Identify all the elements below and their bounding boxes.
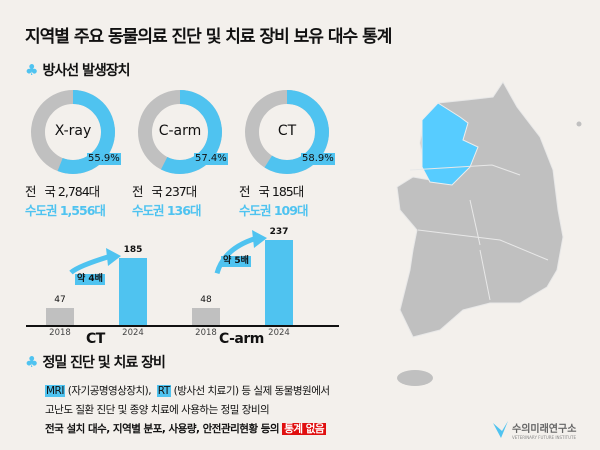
section-precision: ♣ 정밀 진단 및 치료 장비	[25, 352, 166, 372]
page-title: 지역별 주요 동물의료 진단 및 치료 장비 보유 대수 통계	[25, 27, 392, 47]
rt-desc: (방사선 치료기) 등 실제 동물병원에서	[173, 385, 330, 397]
map-capital-region	[421, 102, 479, 186]
donut-label: C-arm	[158, 123, 202, 139]
growth-badge: 약 4배	[75, 274, 105, 286]
donut-chart	[245, 90, 329, 174]
logo: 수의미래연구소 VETERINARY FUTURE INSTITUTE	[493, 420, 576, 440]
section-radiation: ♣ 방사선 발생장치	[25, 60, 131, 80]
baseline	[26, 325, 339, 327]
bar-year: 2018	[49, 328, 71, 338]
bar-value: 47	[54, 295, 66, 306]
donut-capital-share	[138, 90, 222, 174]
capital-count: 수도권 109대	[239, 203, 308, 218]
mri-highlight: MRI	[45, 385, 65, 397]
logo-sub: VETERINARY FUTURE INSTITUTE	[512, 435, 577, 440]
donut-label: CT	[277, 123, 297, 139]
national-count: 전 국 185대	[239, 184, 304, 199]
map-jeju	[397, 370, 433, 386]
logo-icon	[493, 421, 508, 438]
club-icon: ♣	[25, 61, 38, 79]
body-line-2: 고난도 질환 진단 및 종양 치료에 사용하는 정밀 장비의	[45, 404, 270, 416]
bar-2018	[46, 308, 74, 325]
club-icon: ♣	[25, 353, 38, 371]
mri-desc: (자기공명영상장치),	[67, 385, 152, 397]
section-title: 방사선 발생장치	[42, 63, 130, 79]
growth-badge: 약 5배	[221, 255, 251, 267]
donut-capital-share	[31, 90, 115, 174]
capital-count: 수도권 1,556대	[25, 203, 106, 218]
national-count: 전 국 237대	[132, 184, 197, 199]
bar-group-label: C-arm	[219, 331, 264, 347]
logo-name: 수의미래연구소	[512, 424, 577, 435]
growth-arrow	[214, 229, 267, 274]
bar-year: 2024	[122, 328, 144, 338]
rt-highlight: RT	[156, 385, 171, 397]
national-count: 전 국 2,784대	[25, 184, 100, 199]
map-dokdo	[576, 121, 582, 127]
bar-year: 2018	[195, 328, 217, 338]
bar-group-label: CT	[86, 331, 105, 347]
donut-percent: 55.9%	[87, 153, 121, 165]
bar-value: 48	[200, 294, 212, 305]
section-title: 정밀 진단 및 치료 장비	[42, 355, 165, 371]
bar-2018	[192, 307, 220, 325]
donut-label: X-ray	[54, 123, 92, 139]
bar-2024	[265, 239, 293, 325]
bar-year: 2024	[268, 328, 290, 338]
donut-percent: 58.9%	[301, 153, 335, 165]
bar-value: 237	[269, 226, 289, 237]
donut-chart	[31, 90, 115, 174]
bar-value: 185	[123, 245, 143, 256]
growth-arrow	[69, 248, 121, 275]
no-stats-badge: 통계 없음	[282, 423, 327, 435]
capital-count: 수도권 136대	[132, 203, 201, 218]
donut-capital-share	[245, 90, 329, 174]
donut-chart	[138, 90, 222, 174]
donut-percent: 57.4%	[194, 153, 228, 165]
body-line-3-text: 전국 설치 대수, 지역별 분포, 사용량, 안전관리현황 등의	[45, 423, 280, 435]
body-line-1: MRI (자기공명영상장치), RT (방사선 치료기) 등 실제 동물병원에서	[45, 384, 330, 398]
body-line-3: 전국 설치 대수, 지역별 분포, 사용량, 안전관리현황 등의 통계 없음	[45, 422, 327, 436]
bar-2024	[119, 258, 147, 325]
